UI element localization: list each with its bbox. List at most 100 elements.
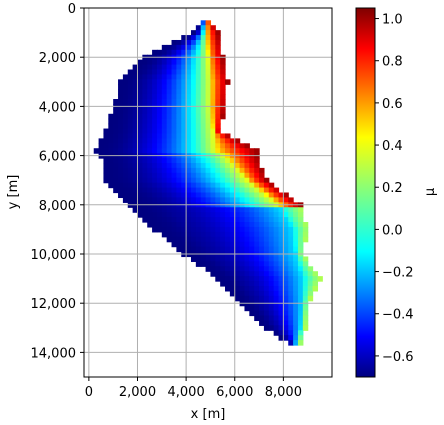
- heatmap-cell: [225, 226, 231, 233]
- heatmap-cell: [171, 197, 177, 203]
- heatmap-cell: [293, 241, 299, 248]
- heatmap-cell: [195, 241, 202, 248]
- heatmap-cell: [244, 197, 250, 203]
- heatmap-cell: [200, 207, 207, 213]
- heatmap-cell: [181, 44, 187, 51]
- heatmap-cell: [98, 148, 105, 154]
- heatmap-cell: [186, 182, 192, 189]
- heatmap-cell: [200, 246, 207, 253]
- heatmap-cell: [181, 89, 187, 95]
- heatmap-cell: [234, 226, 241, 233]
- heatmap-cell: [215, 148, 221, 154]
- heatmap-cell: [118, 148, 124, 154]
- heatmap-cell: [156, 222, 163, 228]
- heatmap-cell: [283, 197, 289, 203]
- heatmap-cell: [166, 177, 173, 184]
- heatmap-cell: [210, 94, 216, 100]
- heatmap-cell: [278, 305, 284, 312]
- heatmap-cell: [259, 231, 265, 238]
- heatmap-cell: [118, 79, 124, 85]
- heatmap-cell: [108, 128, 114, 135]
- heatmap-cell: [244, 187, 250, 194]
- heatmap-cell: [166, 118, 173, 125]
- heatmap-cell: [205, 172, 212, 179]
- heatmap-cell: [259, 182, 265, 189]
- heatmap-cell: [278, 325, 284, 331]
- heatmap-cell: [239, 172, 246, 179]
- heatmap-cell: [161, 207, 168, 213]
- heatmap-cell: [210, 35, 216, 41]
- heatmap-cell: [142, 172, 148, 179]
- heatmap-cell: [176, 113, 182, 120]
- heatmap-cell: [283, 222, 289, 228]
- heatmap-cell: [205, 187, 212, 194]
- heatmap-cell: [108, 133, 114, 139]
- heatmap-cell: [181, 108, 187, 115]
- heatmap-cell: [137, 123, 143, 130]
- heatmap-cell: [137, 69, 143, 76]
- heatmap-cell: [190, 246, 197, 253]
- heatmap-cell: [176, 118, 182, 125]
- heatmap-cell: [244, 281, 250, 287]
- heatmap-cell: [268, 187, 275, 194]
- heatmap-cell: [181, 162, 187, 169]
- heatmap-cell: [118, 89, 124, 95]
- heatmap-cell: [171, 231, 177, 238]
- heatmap-cell: [268, 222, 275, 228]
- heatmap-cell: [108, 123, 114, 130]
- heatmap-cell: [156, 172, 163, 179]
- heatmap-cell: [254, 271, 260, 277]
- heatmap-cell: [142, 108, 148, 115]
- heatmap-cell: [152, 138, 158, 144]
- heatmap-cell: [181, 172, 187, 179]
- heatmap-cell: [239, 295, 246, 302]
- heatmap-cell: [166, 89, 173, 95]
- heatmap-cell: [210, 197, 216, 203]
- heatmap-cell: [176, 94, 182, 100]
- heatmap-cell: [278, 192, 284, 199]
- x-tick-label: 8,000: [265, 385, 302, 400]
- heatmap-cell: [142, 79, 148, 85]
- heatmap-cell: [263, 285, 270, 292]
- heatmap-cell: [288, 256, 294, 262]
- heatmap-cell: [195, 123, 202, 130]
- heatmap-cell: [166, 207, 173, 213]
- heatmap-cell: [152, 207, 158, 213]
- heatmap-cell: [259, 217, 265, 223]
- heatmap-cell: [200, 108, 207, 115]
- heatmap-cell: [176, 79, 182, 85]
- y-tick-label: 2,000: [39, 51, 76, 66]
- heatmap-cell: [176, 74, 182, 80]
- heatmap-cell: [244, 241, 250, 248]
- heatmap-cell: [259, 290, 265, 297]
- heatmap-cell: [263, 192, 270, 199]
- heatmap-cell: [268, 246, 275, 253]
- heatmap-cell: [122, 84, 129, 90]
- heatmap-cell: [137, 74, 143, 80]
- heatmap-cell: [288, 295, 294, 302]
- heatmap-cell: [268, 207, 275, 213]
- heatmap-cell: [147, 94, 153, 100]
- heatmap-cell: [273, 266, 280, 272]
- heatmap-cell: [259, 197, 265, 203]
- heatmap-cell: [156, 128, 163, 135]
- heatmap-cell: [190, 84, 197, 90]
- heatmap-cell: [200, 172, 207, 179]
- heatmap-cell: [215, 192, 221, 199]
- heatmap-cell: [190, 128, 197, 135]
- heatmap-cell: [195, 84, 202, 90]
- heatmap-cell: [220, 212, 226, 218]
- heatmap-cell: [210, 261, 216, 267]
- heatmap-cell: [200, 217, 207, 223]
- heatmap-cell: [234, 222, 241, 228]
- heatmap-cell: [244, 231, 250, 238]
- heatmap-cell: [186, 69, 192, 76]
- heatmap-cell: [210, 138, 216, 144]
- heatmap-cell: [205, 256, 212, 262]
- colorbar-tick-label: −0.4: [382, 308, 414, 323]
- heatmap-cell: [127, 123, 134, 130]
- heatmap-cell: [190, 167, 197, 174]
- heatmap-cell: [166, 158, 173, 164]
- heatmap-cell: [210, 241, 216, 248]
- heatmap-cell: [176, 84, 182, 90]
